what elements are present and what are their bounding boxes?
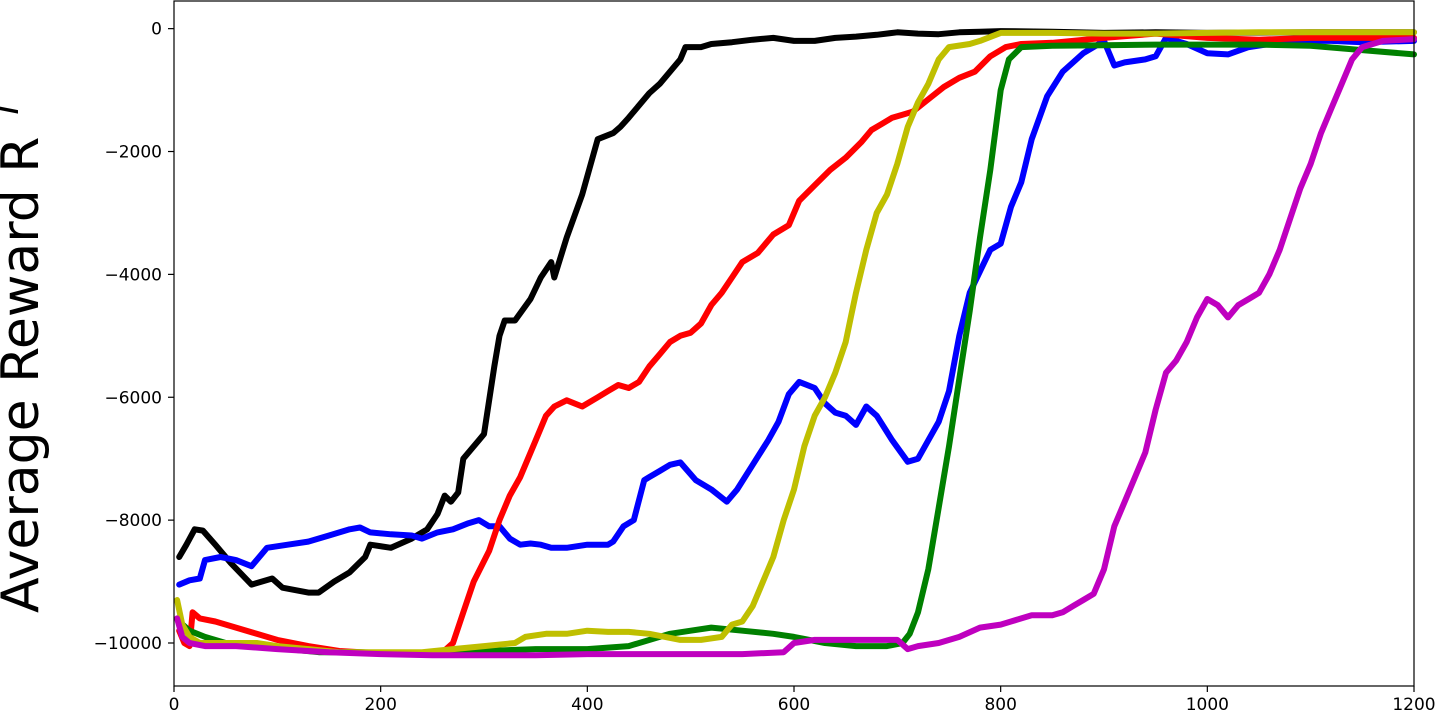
x-tick-label: 800 xyxy=(984,695,1016,715)
series-layer xyxy=(174,28,1417,659)
x-tick-label: 0 xyxy=(169,695,180,715)
series-line-1 xyxy=(176,28,1417,596)
y-tick-label: −10000 xyxy=(94,634,162,654)
plot-frame xyxy=(173,0,1415,687)
series-line-4 xyxy=(176,41,1417,657)
x-tick-label: 1000 xyxy=(1186,695,1229,715)
x-tick-label: 200 xyxy=(364,695,396,715)
y-axis-label-superscript: T xyxy=(0,95,27,120)
y-tick-label: −4000 xyxy=(104,265,162,285)
y-tick-label: −2000 xyxy=(104,143,162,163)
series-line-6 xyxy=(174,36,1417,659)
x-tick-label: 400 xyxy=(571,695,603,715)
series-line-2 xyxy=(176,34,1417,588)
x-tick-label: 600 xyxy=(778,695,810,715)
tick-layer: 0 200 400 600 800 1000 1200 −10000 −8000 −6000 −40… xyxy=(94,20,1436,715)
y-axis-label: Average Reward R T xyxy=(0,95,51,613)
y-tick-label: 0 xyxy=(151,20,162,40)
y-tick-label: −8000 xyxy=(104,511,162,531)
x-tick-label: 1200 xyxy=(1392,695,1435,715)
y-tick-label: −6000 xyxy=(104,388,162,408)
y-axis-label-text: Average Reward R xyxy=(0,137,51,613)
